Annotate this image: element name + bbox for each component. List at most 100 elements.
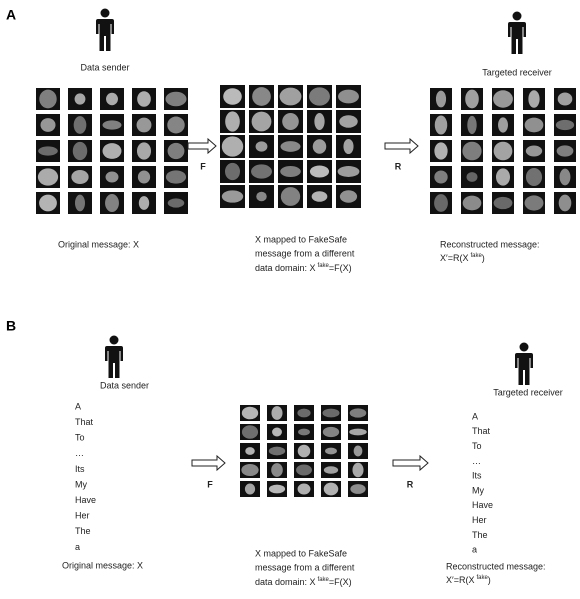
image-content bbox=[268, 484, 286, 494]
image-content bbox=[298, 428, 310, 436]
image-content bbox=[297, 408, 311, 418]
image-content bbox=[322, 426, 340, 438]
image-content bbox=[323, 466, 339, 474]
caption: message from a different bbox=[255, 248, 355, 258]
encode-op: F bbox=[207, 479, 213, 489]
image-content bbox=[165, 170, 187, 184]
image-content bbox=[325, 447, 337, 455]
image-content bbox=[467, 115, 477, 135]
image-content bbox=[223, 88, 242, 105]
word: A bbox=[75, 401, 81, 411]
word: Have bbox=[472, 500, 493, 510]
image-content bbox=[272, 427, 282, 437]
receiver-icon bbox=[515, 342, 533, 385]
image-content bbox=[434, 194, 448, 212]
image-content bbox=[37, 168, 59, 186]
caption: Reconstructed message: bbox=[446, 561, 546, 571]
receiver-icon bbox=[508, 11, 526, 54]
panel-label: A bbox=[6, 7, 16, 23]
image-content bbox=[39, 89, 57, 109]
image-content bbox=[559, 168, 571, 186]
image-content bbox=[349, 428, 367, 436]
arrow bbox=[187, 137, 217, 155]
image-content bbox=[314, 113, 325, 130]
image-content bbox=[72, 141, 88, 161]
image-content bbox=[74, 194, 86, 212]
image-content bbox=[105, 194, 119, 212]
receiver-label: Targeted receiver bbox=[493, 387, 563, 397]
image-content bbox=[525, 167, 543, 187]
caption: Reconstructed message: bbox=[440, 239, 540, 249]
image-content bbox=[251, 164, 272, 179]
image-content bbox=[136, 117, 152, 133]
image-content bbox=[241, 425, 259, 439]
image-content bbox=[350, 484, 366, 494]
image-content bbox=[462, 141, 482, 161]
image-content bbox=[309, 165, 330, 178]
word: To bbox=[75, 433, 85, 443]
image-content bbox=[268, 446, 286, 456]
image-content bbox=[528, 90, 540, 108]
image-content bbox=[256, 191, 267, 202]
image-content bbox=[322, 408, 340, 418]
sender-label: Data sender bbox=[80, 62, 129, 72]
image-content bbox=[337, 166, 360, 177]
image-content bbox=[339, 190, 358, 203]
image-content bbox=[353, 445, 363, 457]
image-content bbox=[524, 117, 544, 133]
arrow bbox=[392, 454, 429, 472]
word: That bbox=[75, 417, 94, 427]
image-content bbox=[280, 141, 301, 152]
image-content bbox=[312, 139, 327, 154]
caption: X mapped to FakeSafe bbox=[255, 548, 347, 558]
formula: X′=R(X fake) bbox=[446, 575, 491, 586]
formula: X′=R(X fake) bbox=[440, 253, 485, 264]
image-content bbox=[221, 136, 244, 157]
image-content bbox=[241, 406, 259, 420]
word: Have bbox=[75, 495, 96, 505]
image-content bbox=[338, 89, 359, 104]
image-content bbox=[251, 111, 272, 132]
word-list: A That To … Its My Have Her The a bbox=[472, 411, 493, 554]
image-content bbox=[555, 119, 575, 131]
image-content bbox=[106, 92, 118, 106]
image-content bbox=[297, 444, 311, 458]
image-content bbox=[225, 162, 240, 181]
image-content bbox=[435, 90, 447, 108]
word: Her bbox=[472, 515, 487, 525]
word: My bbox=[75, 479, 87, 489]
image-content bbox=[167, 198, 185, 208]
image-content bbox=[241, 463, 259, 477]
word: … bbox=[75, 448, 84, 458]
word: … bbox=[472, 456, 481, 466]
image-content bbox=[434, 115, 448, 135]
word: The bbox=[472, 530, 488, 540]
image-content bbox=[252, 87, 271, 106]
word: A bbox=[472, 411, 478, 421]
arrow bbox=[191, 454, 226, 472]
image-content bbox=[225, 111, 240, 132]
word: My bbox=[472, 485, 484, 495]
image-content bbox=[105, 171, 119, 183]
word: To bbox=[472, 441, 482, 451]
image-content bbox=[280, 166, 301, 177]
image-content bbox=[137, 91, 151, 107]
image-content bbox=[323, 482, 339, 496]
image-content bbox=[40, 118, 56, 132]
word-list: A That To … Its My Have Her The a bbox=[75, 401, 96, 551]
image-content bbox=[495, 168, 511, 186]
image-content bbox=[525, 145, 543, 157]
image-content bbox=[255, 141, 268, 152]
image-content bbox=[102, 143, 122, 159]
image-content bbox=[343, 138, 354, 155]
image-content bbox=[434, 170, 448, 184]
word: a bbox=[75, 542, 80, 552]
image-content bbox=[38, 146, 58, 156]
image-content bbox=[136, 142, 152, 160]
decode-op: R bbox=[407, 479, 414, 489]
image-content bbox=[167, 142, 185, 160]
image-content bbox=[271, 463, 283, 477]
image-grids bbox=[36, 85, 576, 497]
